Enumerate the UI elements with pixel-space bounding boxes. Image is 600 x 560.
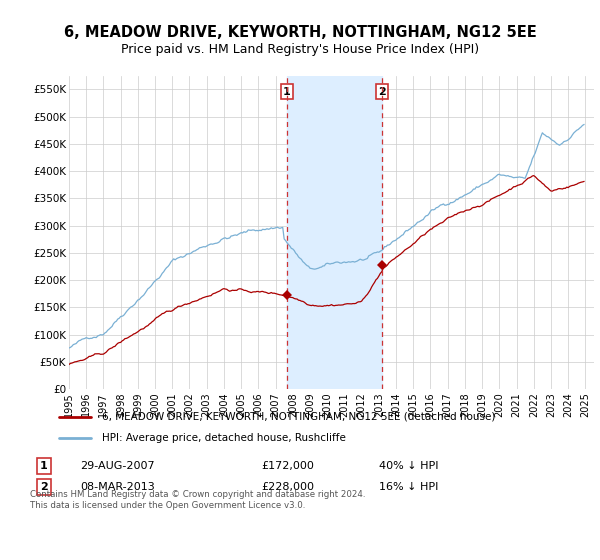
Text: HPI: Average price, detached house, Rushcliffe: HPI: Average price, detached house, Rush… xyxy=(102,433,346,444)
Text: 2: 2 xyxy=(378,87,386,96)
Text: 6, MEADOW DRIVE, KEYWORTH, NOTTINGHAM, NG12 5EE (detached house): 6, MEADOW DRIVE, KEYWORTH, NOTTINGHAM, N… xyxy=(102,412,496,422)
Text: 40% ↓ HPI: 40% ↓ HPI xyxy=(379,461,439,471)
Text: 1: 1 xyxy=(40,461,47,471)
Bar xyxy=(287,76,382,389)
Text: 2: 2 xyxy=(40,482,47,492)
Text: 16% ↓ HPI: 16% ↓ HPI xyxy=(379,482,439,492)
Text: 29-AUG-2007: 29-AUG-2007 xyxy=(80,461,155,471)
Text: 1: 1 xyxy=(283,87,291,96)
Text: £228,000: £228,000 xyxy=(261,482,314,492)
Text: Price paid vs. HM Land Registry's House Price Index (HPI): Price paid vs. HM Land Registry's House … xyxy=(121,43,479,55)
Text: 08-MAR-2013: 08-MAR-2013 xyxy=(80,482,155,492)
Text: £172,000: £172,000 xyxy=(261,461,314,471)
Text: 6, MEADOW DRIVE, KEYWORTH, NOTTINGHAM, NG12 5EE: 6, MEADOW DRIVE, KEYWORTH, NOTTINGHAM, N… xyxy=(64,25,536,40)
Text: Contains HM Land Registry data © Crown copyright and database right 2024.
This d: Contains HM Land Registry data © Crown c… xyxy=(29,490,365,510)
